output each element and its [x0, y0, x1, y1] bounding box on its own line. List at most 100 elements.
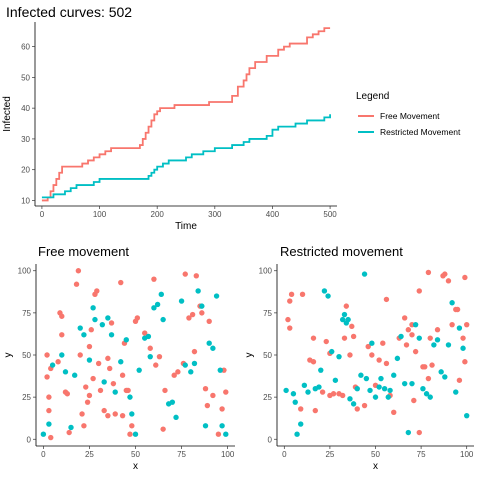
restricted-scatter-restricted-point — [420, 386, 426, 392]
free-scatter-free-point — [105, 412, 111, 419]
restricted-scatter-free-point — [416, 429, 422, 436]
restricted-scatter-x-tick-label: 25 — [325, 450, 334, 459]
restricted-scatter-restricted-point — [372, 394, 379, 400]
restricted-scatter-restricted-point — [456, 325, 463, 331]
free-scatter-free-point — [127, 431, 133, 437]
free-scatter-free-point — [142, 330, 148, 336]
free-scatter-free-point — [88, 327, 94, 333]
free-scatter-restricted-point — [86, 357, 93, 363]
free-scatter-restricted-point — [136, 367, 142, 373]
restricted-scatter-restricted-point — [387, 387, 393, 394]
restricted-scatter-restricted-point — [401, 380, 408, 387]
restricted-scatter-free-point — [339, 392, 346, 399]
free-scatter-restricted-point — [191, 360, 198, 367]
restricted-scatter-free-point — [425, 375, 432, 382]
free-scatter-restricted-point — [178, 298, 185, 304]
free-scatter-restricted-point — [223, 431, 229, 437]
restricted-scatter-free-point — [427, 335, 433, 341]
line-x-tick-label: 300 — [208, 210, 222, 219]
free-scatter-y-tick-label: 100 — [18, 267, 32, 276]
restricted-scatter-restricted-point — [292, 399, 298, 405]
free-scatter-free-point — [182, 271, 188, 277]
restricted-scatter-y-tick-label: 100 — [259, 267, 273, 276]
restricted-scatter-free-point — [285, 316, 291, 323]
free-scatter-free-point — [44, 374, 50, 380]
restricted-scatter-restricted-point — [367, 387, 373, 394]
free-scatter-restricted-point — [206, 340, 212, 346]
free-scatter-y-axis-title: y — [3, 353, 14, 358]
free-scatter-free-point — [59, 313, 65, 319]
restricted-scatter-free-point — [365, 343, 371, 350]
line-x-tick-label: 200 — [151, 210, 165, 219]
free-scatter-restricted-point — [71, 372, 78, 378]
restricted-scatter-free-point — [341, 335, 348, 341]
restricted-scatter-restricted-point — [434, 337, 441, 343]
restricted-scatter-restricted-point — [460, 345, 466, 351]
free-scatter-free-point — [215, 431, 222, 437]
free-scatter-restricted-point — [182, 362, 188, 368]
restricted-scatter-x-tick-label: 75 — [417, 450, 426, 459]
free-scatter-free-point — [86, 392, 93, 399]
restricted-scatter-free-point — [391, 409, 397, 415]
free-scatter-free-point — [175, 369, 181, 375]
restricted-scatter-free-point — [445, 278, 452, 284]
restricted-scatter-restricted-point — [329, 348, 335, 355]
line-x-axis-title: Time — [175, 221, 197, 232]
restricted-scatter-free-point — [434, 327, 441, 333]
free-scatter-restricted-point — [59, 352, 65, 358]
restricted-scatter-restricted-point — [339, 316, 346, 323]
restricted-scatter-free-point — [376, 357, 382, 363]
free-scatter-free-point — [119, 412, 126, 419]
free-scatter-restricted-point — [49, 362, 56, 368]
free-scatter-free-point — [110, 380, 117, 387]
restricted-scatter-restricted-point — [464, 412, 470, 419]
free-scatter-restricted-point — [173, 414, 179, 421]
free-scatter-free-point — [189, 311, 196, 318]
restricted-scatter-free-point — [350, 333, 357, 340]
line-x-tick-label: 100 — [93, 210, 107, 219]
restricted-scatter-free-point — [383, 296, 390, 303]
free-scatter-free-point — [156, 353, 163, 360]
restricted-scatter-free-point — [287, 298, 293, 304]
free-scatter-restricted-point — [62, 369, 69, 375]
restricted-scatter-restricted-point — [409, 380, 415, 387]
restricted-scatter-restricted-point — [298, 421, 304, 427]
free-scatter-free-point — [83, 384, 89, 390]
restricted-scatter-free-point — [416, 288, 422, 294]
restricted-scatter-free-point — [412, 348, 419, 355]
page-title: Infected curves: 502 — [6, 4, 133, 20]
free-scatter-y-tick-label: 25 — [22, 393, 31, 402]
restricted-movement-series-line — [41, 114, 331, 199]
free-scatter-free-point — [46, 394, 52, 400]
free-scatter-free-point — [46, 407, 52, 414]
free-scatter-free-point — [118, 279, 124, 286]
free-scatter-restricted-point — [127, 394, 133, 400]
restricted-scatter-free-point — [287, 325, 293, 331]
restricted-scatter-free-point — [288, 291, 295, 298]
restricted-scatter-free-point — [409, 332, 415, 338]
line-x-tick-label: 400 — [266, 210, 280, 219]
restricted-scatter-free-point — [312, 407, 319, 414]
restricted-scatter-restricted-point — [332, 377, 339, 383]
free-scatter-free-point — [66, 429, 72, 436]
free-scatter-free-point — [210, 392, 216, 399]
free-scatter-restricted-point — [202, 423, 209, 429]
restricted-scatter-free-point — [380, 340, 386, 346]
free-scatter-y-tick-label: 75 — [22, 309, 31, 318]
free-scatter-x-axis-title: x — [133, 461, 138, 472]
free-scatter-free-point — [105, 355, 111, 362]
restricted-scatter-restricted-point — [385, 394, 391, 400]
restricted-scatter-restricted-point — [378, 375, 384, 382]
free-scatter-restricted-point — [46, 421, 52, 427]
line-y-tick-label: 20 — [21, 166, 30, 175]
restricted-scatter-restricted-point — [321, 288, 328, 294]
free-scatter-restricted-point — [199, 303, 205, 309]
restricted-scatter-free-point — [347, 352, 353, 358]
free-scatter-restricted-point — [105, 315, 111, 321]
free-scatter-free-point — [191, 348, 198, 355]
free-scatter-x-tick-label: 100 — [221, 450, 235, 459]
free-scatter-x-tick-label: 0 — [41, 450, 46, 459]
restricted-scatter-free-point — [425, 269, 432, 276]
restricted-scatter-free-point — [462, 359, 468, 365]
